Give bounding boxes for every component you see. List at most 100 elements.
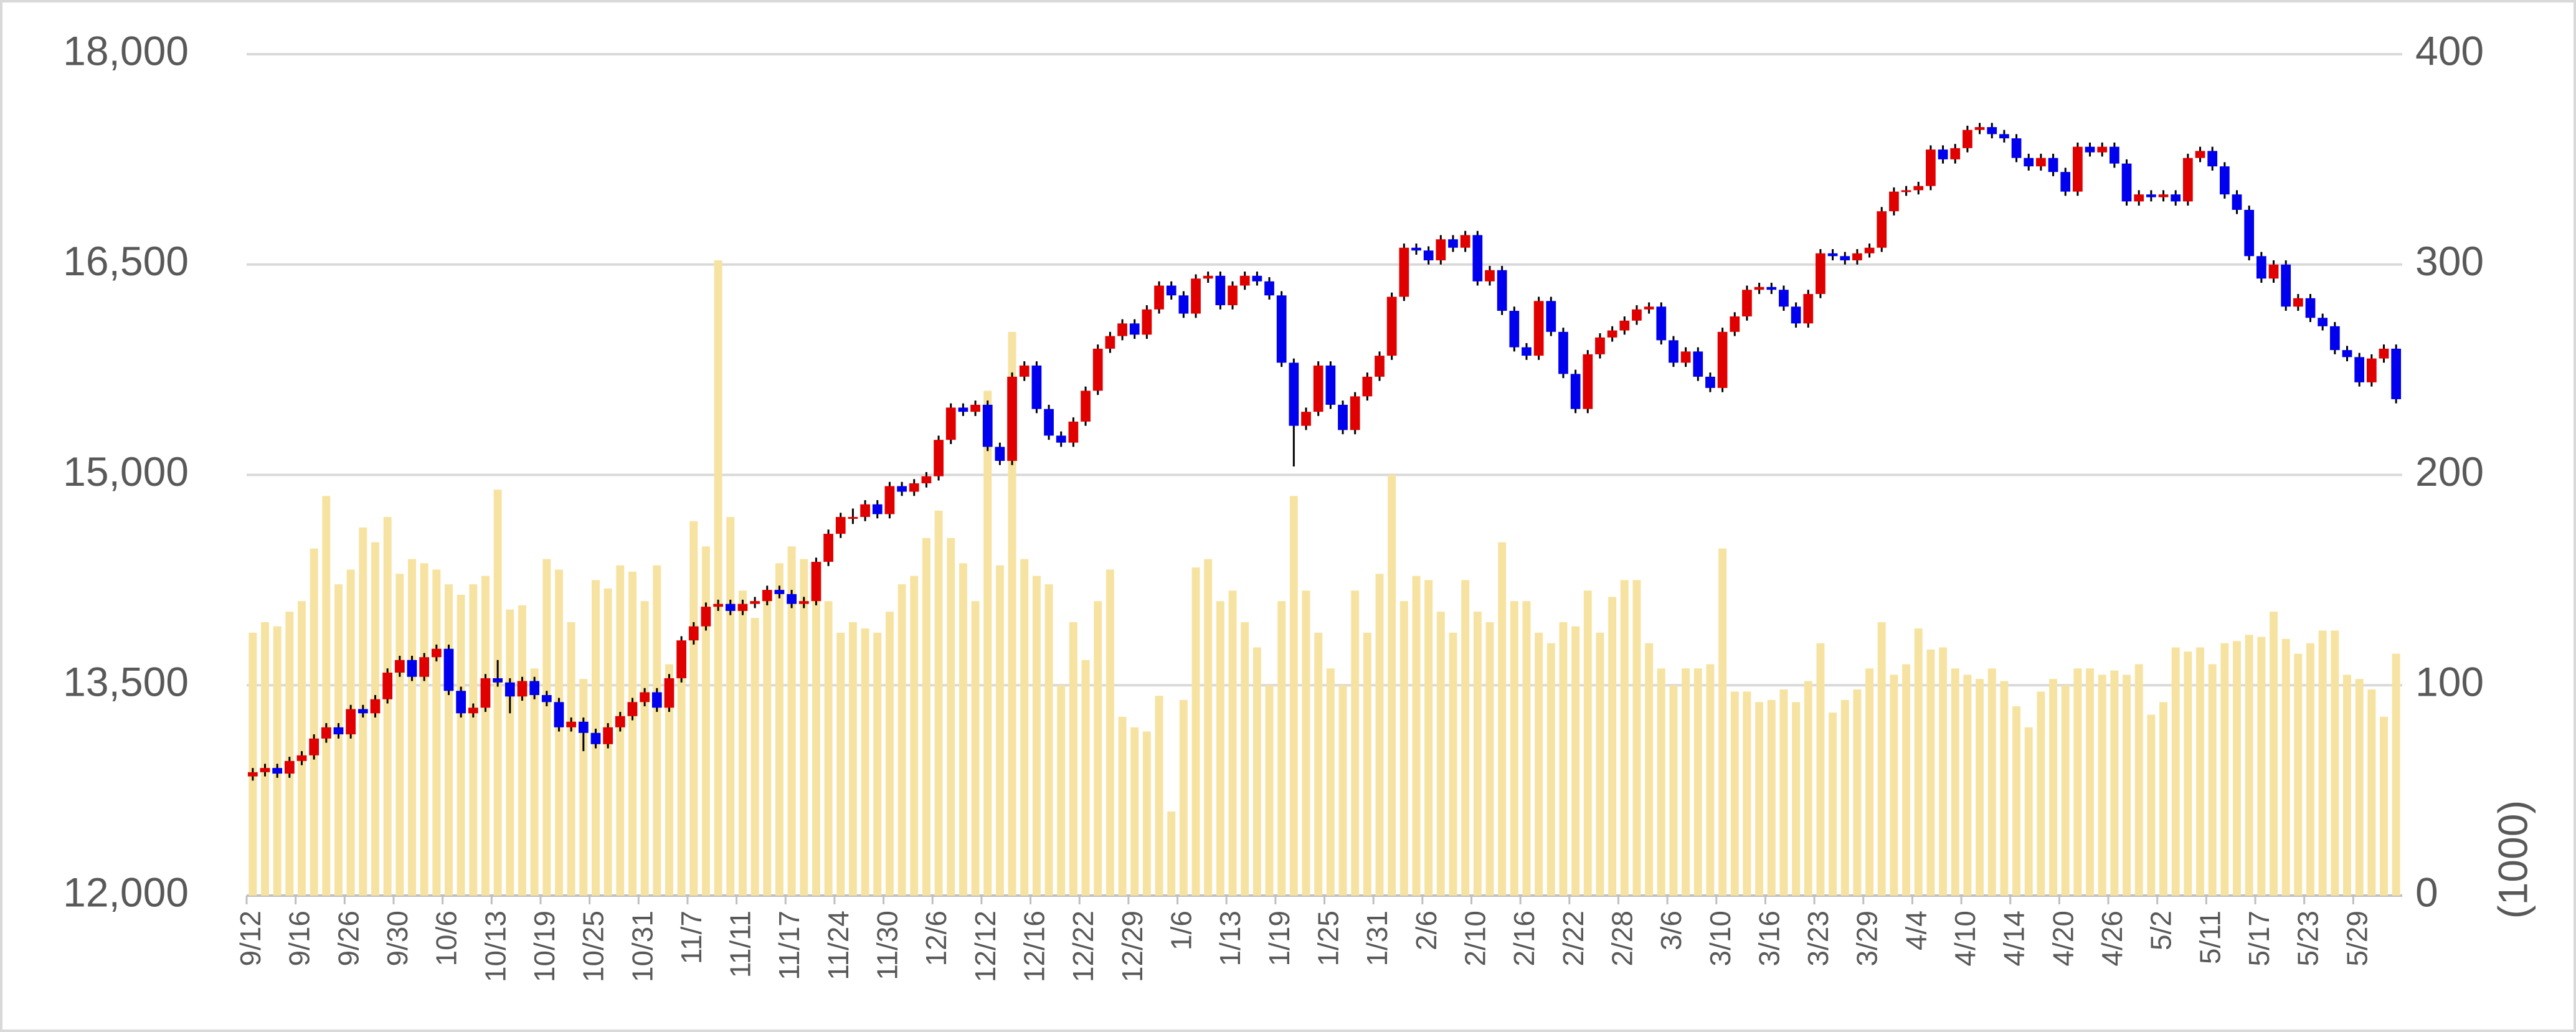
candle-body bbox=[2366, 358, 2377, 382]
volume-bar bbox=[432, 569, 441, 896]
x-tick-label: 1/6 bbox=[1165, 911, 1198, 950]
volume-bar bbox=[689, 521, 698, 896]
volume-bar bbox=[1449, 632, 1457, 896]
candle-body bbox=[382, 672, 393, 699]
candle-body bbox=[688, 626, 699, 641]
volume-bar bbox=[1473, 612, 1482, 896]
volume-bar bbox=[1020, 559, 1029, 896]
candle-body bbox=[1889, 191, 1899, 212]
x-tick-label: 4/14 bbox=[1998, 911, 2030, 967]
volume-bar bbox=[800, 559, 808, 896]
volume-bar bbox=[2233, 641, 2242, 896]
candle-body bbox=[296, 755, 307, 761]
volume-bar bbox=[1645, 643, 1654, 896]
y2-axis-label: (1000) bbox=[2489, 800, 2536, 919]
x-tick-label: 9/30 bbox=[381, 911, 414, 967]
candle-body bbox=[1178, 295, 1189, 314]
candle-body bbox=[554, 702, 564, 727]
candle-body bbox=[1019, 365, 1030, 377]
candle-body bbox=[774, 590, 785, 594]
candle-body bbox=[1950, 148, 1961, 159]
candle-body bbox=[578, 721, 589, 733]
volume-bar bbox=[457, 595, 465, 896]
volume-bar bbox=[2331, 630, 2339, 896]
volume-bar bbox=[959, 563, 967, 896]
volume-bar bbox=[2159, 702, 2168, 896]
volume-bar bbox=[1755, 702, 1764, 896]
volume-bar bbox=[665, 664, 673, 896]
candle-body bbox=[2342, 350, 2352, 357]
candle-body bbox=[456, 691, 466, 714]
volume-bar bbox=[1252, 647, 1261, 896]
volume-bar bbox=[897, 584, 906, 896]
y-tick-label: 16,500 bbox=[63, 238, 189, 284]
x-tick-label: 2/28 bbox=[1606, 911, 1638, 967]
volume-bar bbox=[726, 517, 735, 896]
volume-bar bbox=[1351, 590, 1360, 896]
volume-bar bbox=[971, 601, 980, 896]
volume-bar bbox=[2123, 675, 2131, 896]
candle-body bbox=[1276, 295, 1287, 363]
volume-bar bbox=[2073, 668, 2082, 896]
candle-body bbox=[1203, 275, 1213, 279]
candle-body bbox=[1448, 239, 1458, 248]
volume-bar bbox=[677, 643, 686, 896]
x-tick-label: 4/20 bbox=[2047, 911, 2079, 967]
volume-bar bbox=[1338, 685, 1347, 896]
candle-body bbox=[603, 727, 613, 744]
volume-bar bbox=[995, 565, 1004, 896]
candle-body bbox=[1913, 186, 1924, 191]
volume-bar bbox=[2098, 675, 2106, 896]
candle-body bbox=[1509, 311, 1520, 348]
volume-bar bbox=[861, 628, 869, 896]
x-tick-label: 2/22 bbox=[1557, 911, 1589, 967]
volume-bar bbox=[947, 537, 955, 896]
candle-body bbox=[566, 721, 576, 727]
candle-body bbox=[897, 486, 907, 492]
x-tick-label: 10/13 bbox=[479, 911, 511, 982]
volume-bar bbox=[1326, 668, 1335, 896]
volume-bar bbox=[567, 622, 575, 896]
volume-bar bbox=[714, 260, 722, 896]
volume-bar bbox=[322, 496, 331, 896]
candle-body bbox=[2097, 146, 2108, 153]
candle-body bbox=[1779, 290, 1789, 307]
volume-bar bbox=[2257, 637, 2266, 896]
y-tick-label: 12,000 bbox=[63, 869, 189, 915]
x-tick-label: 2/6 bbox=[1410, 911, 1442, 950]
candle-body bbox=[2379, 348, 2389, 359]
x-tick-label: 11/11 bbox=[724, 911, 757, 978]
candle-body bbox=[1730, 316, 1740, 332]
candle-body bbox=[835, 517, 846, 534]
volume-bar bbox=[407, 559, 416, 896]
x-tick-label: 10/25 bbox=[577, 911, 610, 982]
candle-body bbox=[1877, 211, 1887, 248]
volume-bar bbox=[775, 563, 784, 896]
candle-body bbox=[1239, 275, 1250, 286]
candle-body bbox=[1436, 239, 1446, 260]
candle-body bbox=[2232, 194, 2242, 210]
x-tick-label: 12/22 bbox=[1067, 911, 1099, 982]
volume-bar bbox=[836, 632, 845, 896]
candle-body bbox=[2305, 298, 2316, 318]
candle-body bbox=[1044, 409, 1054, 436]
volume-bar bbox=[2086, 668, 2095, 896]
candle-body bbox=[541, 695, 552, 703]
x-tick-label: 3/6 bbox=[1655, 911, 1687, 950]
candle-body bbox=[860, 504, 870, 518]
candle-body bbox=[2146, 194, 2156, 197]
volume-bar bbox=[2171, 647, 2180, 896]
x-tick-label: 5/29 bbox=[2341, 911, 2373, 967]
volume-bar bbox=[2318, 630, 2327, 896]
volume-bar bbox=[1682, 668, 1690, 896]
candle-body bbox=[370, 699, 381, 714]
candle-body bbox=[909, 483, 919, 492]
candle-body bbox=[1852, 253, 1862, 260]
candle-body bbox=[333, 727, 344, 735]
volume-bar bbox=[2110, 670, 2119, 896]
volume-bar bbox=[738, 590, 747, 896]
candle-body bbox=[1252, 275, 1262, 282]
volume-bar bbox=[1546, 643, 1555, 896]
volume-bar bbox=[1632, 580, 1641, 896]
